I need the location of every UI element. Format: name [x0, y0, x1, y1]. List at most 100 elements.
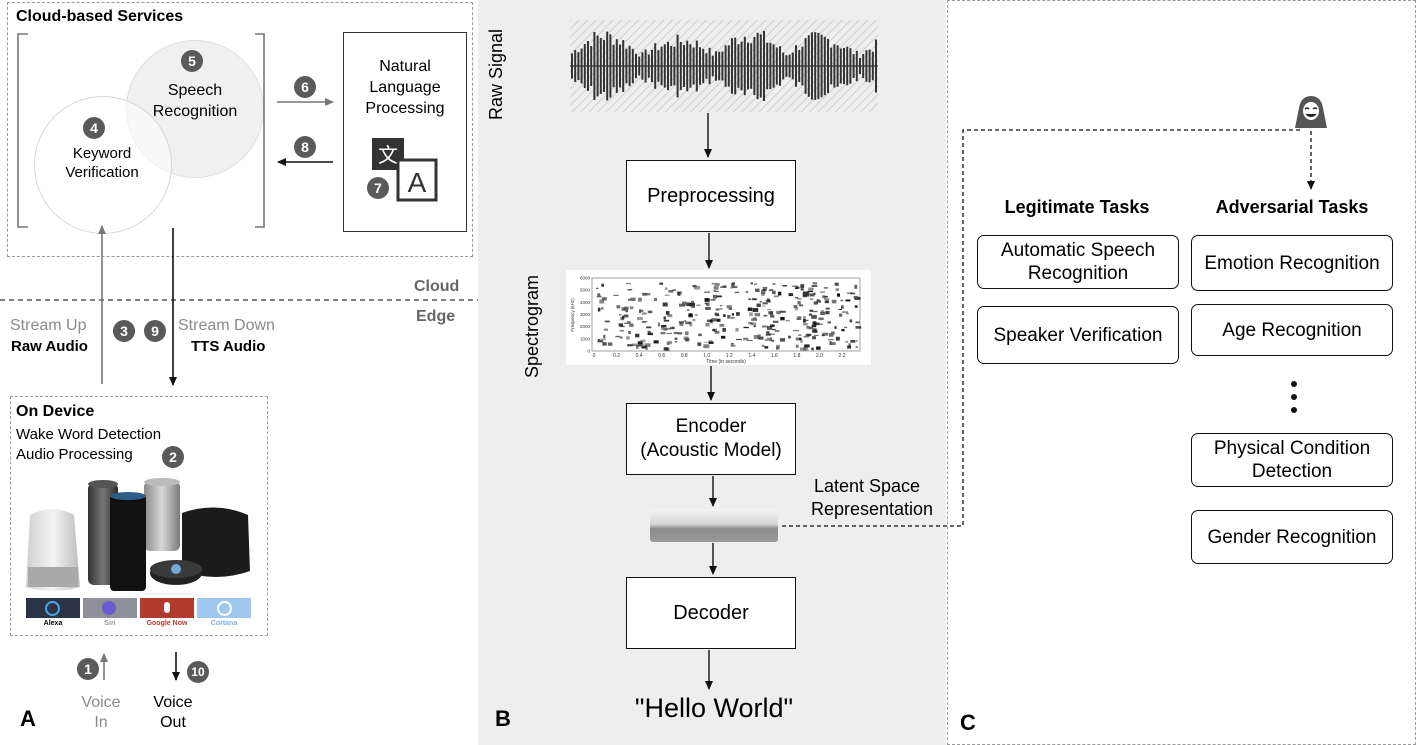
latent-line1: Latent Space: [813, 476, 921, 496]
spectrogram-cell: [841, 329, 845, 332]
spectrogram-cell: [814, 334, 819, 337]
spectrogram-cell: [816, 300, 822, 303]
spectrogram-cell: [674, 337, 678, 340]
spectrogram-cell: [688, 313, 693, 317]
spectrogram-x-tick: 2.0: [816, 353, 823, 359]
spectrogram-x-tick: 0.4: [636, 353, 643, 359]
spectrogram-cell: [664, 287, 668, 290]
stream-down-sub: TTS Audio: [191, 338, 266, 355]
spectrogram-cell: [696, 304, 701, 306]
spectrogram-x-tick: 1.0: [703, 353, 710, 359]
spectrogram-cell: [732, 285, 738, 289]
spectrogram-cell: [780, 310, 786, 313]
spectrogram-cell: [830, 342, 836, 346]
spectrogram-cell: [776, 310, 781, 315]
spectrogram-cell: [710, 299, 716, 301]
spectrogram-cell: [714, 282, 720, 286]
encoder-line1: Encoder: [675, 416, 747, 437]
cloud-services-frame: [7, 2, 473, 257]
cloud-label: Cloud: [414, 278, 460, 295]
spectrogram-cell: [623, 306, 629, 310]
spectrogram-cell: [630, 344, 634, 347]
cloud-services-title: Cloud-based Services: [16, 8, 184, 25]
adversarial-tasks-title: Adversarial Tasks: [1215, 197, 1369, 217]
spectrogram-cell: [684, 320, 687, 322]
spectrogram-cell: [730, 344, 736, 347]
spectrogram-cell: [812, 310, 818, 313]
spectrogram-cell: [719, 304, 723, 307]
spectrogram-cell: [686, 309, 690, 311]
spectrogram-cell: [604, 320, 610, 323]
spectrogram-cell: [764, 339, 767, 341]
spectrogram-cell: [772, 320, 779, 323]
svg-text:A: A: [408, 167, 427, 198]
spectrogram-cell: [694, 314, 698, 316]
spectrogram-cell: [625, 310, 628, 313]
assistant-strip: Alexa Siri Google Now Cortana: [26, 598, 252, 632]
spectrogram-cell: [808, 313, 812, 316]
spectrogram-cell: [668, 290, 674, 293]
edge-label: Edge: [416, 308, 456, 325]
spectrogram-cell: [667, 341, 672, 345]
ellipsis-dots: [1290, 381, 1298, 415]
spectrogram-cell: [626, 336, 630, 340]
spectrogram-cell: [635, 333, 640, 338]
left-bracket: [17, 33, 28, 228]
spectrogram-cell: [757, 334, 761, 338]
spectrogram-cell: [823, 295, 828, 298]
spectrogram-cell: [753, 335, 760, 339]
spectrogram-cell: [788, 335, 791, 339]
step-9-badge: 9: [144, 320, 166, 342]
step-6-badge: 6: [294, 76, 316, 98]
spectrogram-cell: [831, 299, 837, 304]
spectrogram-y-tick: 1000: [580, 336, 591, 341]
spectrogram-cell: [809, 293, 815, 297]
spectrogram-cell: [719, 323, 725, 327]
spectrogram-cell: [692, 318, 696, 322]
task-emotion-recognition: Emotion Recognition: [1191, 235, 1393, 291]
spectrogram-cell: [761, 292, 765, 296]
spectrogram-cell: [660, 331, 666, 335]
keyword-verification-label: Keyword Verification: [65, 145, 139, 181]
spectrogram-cell: [722, 285, 727, 288]
spectrogram-cell: [697, 342, 702, 346]
spectrogram-cell: [671, 326, 674, 330]
latent-space-bar: [650, 509, 778, 542]
spectrogram-cell: [665, 327, 672, 330]
spectrogram-cell: [795, 307, 798, 311]
spectrogram-cell: [761, 325, 768, 328]
spectrogram-cell: [627, 321, 631, 324]
right-bracket: [255, 33, 265, 228]
spectrogram-cell: [706, 302, 710, 306]
spectrogram-cell: [640, 309, 644, 312]
spectrogram-cell: [736, 312, 740, 316]
nlp-box: [343, 32, 467, 232]
spectrogram-cell: [800, 287, 804, 291]
step-5-badge: 5: [181, 50, 203, 72]
spectrogram-cell: [706, 319, 712, 322]
spectrogram-cell: [679, 322, 684, 326]
spectrogram-ylabel: Frequency (kHz): [570, 298, 575, 332]
spectrogram-cell: [813, 329, 817, 334]
spectrogram-cell: [602, 342, 607, 346]
spectrogram-cell: [704, 291, 710, 294]
spectrogram-cell: [761, 289, 766, 294]
spectrogram-cell: [799, 304, 804, 307]
alexa-icon: [26, 598, 80, 618]
spectrogram-cell: [822, 332, 828, 336]
audio-processing-label: Audio Processing: [16, 446, 133, 463]
spectrogram-y-tick: 5000: [580, 288, 591, 293]
spectrogram-cell: [812, 336, 816, 340]
alexa-label: Alexa: [43, 620, 63, 627]
spectrogram-cell: [661, 324, 667, 328]
spectrogram-cell: [813, 301, 818, 305]
spectrogram-cell: [838, 313, 843, 317]
spectrogram-cell: [750, 282, 753, 285]
spectrogram-cell: [835, 336, 840, 341]
spectrogram-cell: [646, 326, 652, 329]
panel-c-letter: C: [960, 710, 976, 735]
panel-b-letter: B: [495, 706, 511, 731]
spectrogram-cell: [663, 327, 668, 331]
spectrogram-cell: [731, 313, 734, 316]
